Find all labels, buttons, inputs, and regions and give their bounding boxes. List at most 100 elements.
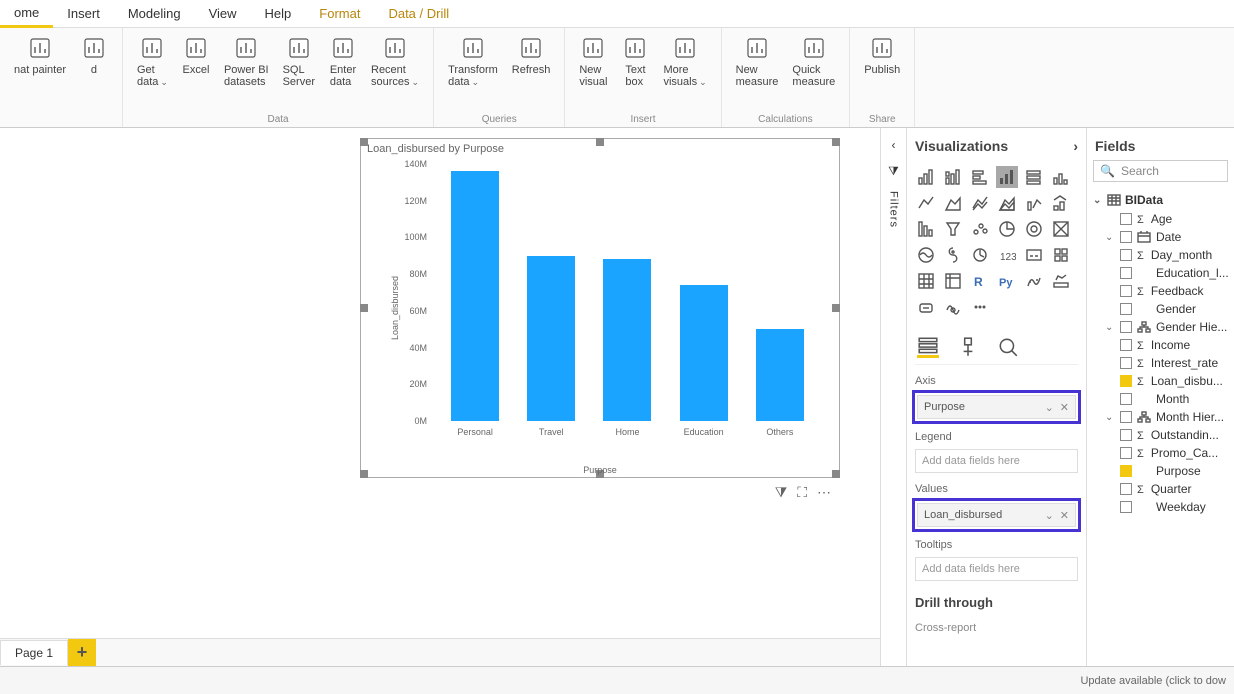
field-checkbox[interactable]	[1120, 321, 1132, 333]
field-row[interactable]: Purpose	[1087, 462, 1234, 480]
field-checkbox[interactable]	[1120, 339, 1132, 351]
filter-icon[interactable]: ⧩	[775, 484, 788, 501]
status-text[interactable]: Update available (click to dow	[1080, 675, 1226, 687]
ribbon-button[interactable]: Getdata	[133, 32, 172, 112]
viz-type-icon[interactable]	[996, 166, 1018, 188]
values-well[interactable]: Loan_disbursed ⌄✕	[917, 503, 1076, 527]
menu-item-datadrill[interactable]: Data / Drill	[374, 1, 463, 26]
field-row[interactable]: Education_l...	[1087, 264, 1234, 282]
viz-type-icon[interactable]	[1023, 244, 1045, 266]
ribbon-button[interactable]: Quickmeasure	[788, 32, 839, 112]
viz-type-icon[interactable]	[1050, 192, 1072, 214]
format-tab-icon[interactable]	[957, 336, 979, 358]
viz-type-icon[interactable]	[915, 166, 937, 188]
analytics-tab-icon[interactable]	[997, 336, 1019, 358]
filters-pane-collapsed[interactable]: ‹ ⧩ Filters	[880, 128, 906, 666]
ribbon-button[interactable]: Recentsources	[367, 32, 423, 112]
field-checkbox[interactable]	[1120, 231, 1132, 243]
bar[interactable]	[527, 256, 575, 421]
ribbon-button[interactable]: Power BIdatasets	[220, 32, 273, 112]
ribbon-button[interactable]: d	[76, 32, 112, 123]
ribbon-button[interactable]: Transformdata	[444, 32, 502, 112]
ribbon-button[interactable]: Newvisual	[575, 32, 611, 112]
viz-type-icon[interactable]	[996, 218, 1018, 240]
field-row[interactable]: ⌄Month Hier...	[1087, 408, 1234, 426]
chevron-down-icon[interactable]: ⌄	[1105, 412, 1115, 423]
viz-type-icon[interactable]	[1050, 270, 1072, 292]
resize-handle[interactable]	[832, 138, 840, 146]
viz-type-icon[interactable]	[969, 218, 991, 240]
field-checkbox[interactable]	[1120, 447, 1132, 459]
field-checkbox[interactable]	[1120, 303, 1132, 315]
field-row[interactable]: Feedback	[1087, 282, 1234, 300]
field-checkbox[interactable]	[1120, 501, 1132, 513]
bar[interactable]	[756, 329, 804, 421]
viz-type-icon[interactable]	[915, 270, 937, 292]
viz-type-icon[interactable]: 123	[996, 244, 1018, 266]
field-row[interactable]: Age	[1087, 210, 1234, 228]
field-row[interactable]: Month	[1087, 390, 1234, 408]
add-page-button[interactable]: +	[68, 639, 96, 667]
viz-type-icon[interactable]	[915, 218, 937, 240]
bar[interactable]	[680, 285, 728, 421]
field-row[interactable]: Promo_Ca...	[1087, 444, 1234, 462]
chevron-down-icon[interactable]: ⌄	[1093, 195, 1103, 206]
viz-type-icon[interactable]	[1050, 244, 1072, 266]
field-row[interactable]: Day_month	[1087, 246, 1234, 264]
tooltips-well[interactable]: Add data fields here	[915, 557, 1078, 581]
page-tab[interactable]: Page 1	[0, 640, 68, 665]
resize-handle[interactable]	[360, 138, 368, 146]
ribbon-button[interactable]: Excel	[178, 32, 214, 112]
viz-type-icon[interactable]: Py	[996, 270, 1018, 292]
field-row[interactable]: ⌄Date	[1087, 228, 1234, 246]
viz-type-icon[interactable]	[942, 166, 964, 188]
report-canvas[interactable]: Loan_disbursed by Purpose Loan_disbursed…	[0, 128, 880, 666]
viz-type-icon[interactable]	[1023, 218, 1045, 240]
viz-type-icon[interactable]	[915, 192, 937, 214]
viz-type-icon[interactable]	[1023, 192, 1045, 214]
field-row[interactable]: Weekday	[1087, 498, 1234, 516]
focus-mode-icon[interactable]: ⛶	[797, 484, 807, 501]
viz-type-icon[interactable]	[942, 192, 964, 214]
ribbon-button[interactable]: Publish	[860, 32, 904, 112]
field-row[interactable]: ⌄Gender Hie...	[1087, 318, 1234, 336]
field-checkbox[interactable]	[1120, 357, 1132, 369]
more-options-icon[interactable]: ⋯	[817, 484, 831, 501]
field-checkbox[interactable]	[1120, 249, 1132, 261]
viz-type-icon[interactable]	[1050, 218, 1072, 240]
chevron-down-icon[interactable]: ⌄	[1105, 322, 1115, 333]
menu-item-insert[interactable]: Insert	[53, 1, 114, 26]
field-row[interactable]: Outstandin...	[1087, 426, 1234, 444]
ribbon-button[interactable]: Enterdata	[325, 32, 361, 112]
expand-icon[interactable]: ‹	[892, 138, 896, 152]
field-checkbox[interactable]	[1120, 213, 1132, 225]
viz-type-icon[interactable]	[942, 270, 964, 292]
viz-type-icon[interactable]	[942, 296, 964, 318]
resize-handle[interactable]	[596, 138, 604, 146]
ribbon-button[interactable]: SQLServer	[279, 32, 319, 112]
table-header[interactable]: ⌄ BIData	[1087, 190, 1234, 210]
remove-field-icon[interactable]: ✕	[1060, 401, 1069, 414]
collapse-icon[interactable]: ›	[1073, 138, 1078, 154]
viz-type-icon[interactable]	[915, 296, 937, 318]
viz-type-icon[interactable]	[969, 192, 991, 214]
viz-type-icon[interactable]	[942, 244, 964, 266]
menu-item-view[interactable]: View	[195, 1, 251, 26]
viz-type-icon[interactable]	[1023, 270, 1045, 292]
ribbon-button[interactable]: Refresh	[508, 32, 555, 112]
viz-type-icon[interactable]	[969, 244, 991, 266]
field-row[interactable]: Quarter	[1087, 480, 1234, 498]
viz-type-icon[interactable]	[996, 192, 1018, 214]
field-checkbox[interactable]	[1120, 375, 1132, 387]
field-checkbox[interactable]	[1120, 267, 1132, 279]
viz-type-icon[interactable]	[969, 296, 991, 318]
remove-field-icon[interactable]: ✕	[1060, 509, 1069, 522]
resize-handle[interactable]	[360, 304, 368, 312]
legend-well[interactable]: Add data fields here	[915, 449, 1078, 473]
viz-type-icon[interactable]: R	[969, 270, 991, 292]
viz-type-icon[interactable]	[1050, 166, 1072, 188]
bar[interactable]	[603, 259, 651, 421]
menu-item-modeling[interactable]: Modeling	[114, 1, 195, 26]
ribbon-button[interactable]: nat painter	[10, 32, 70, 123]
viz-type-icon[interactable]	[969, 166, 991, 188]
